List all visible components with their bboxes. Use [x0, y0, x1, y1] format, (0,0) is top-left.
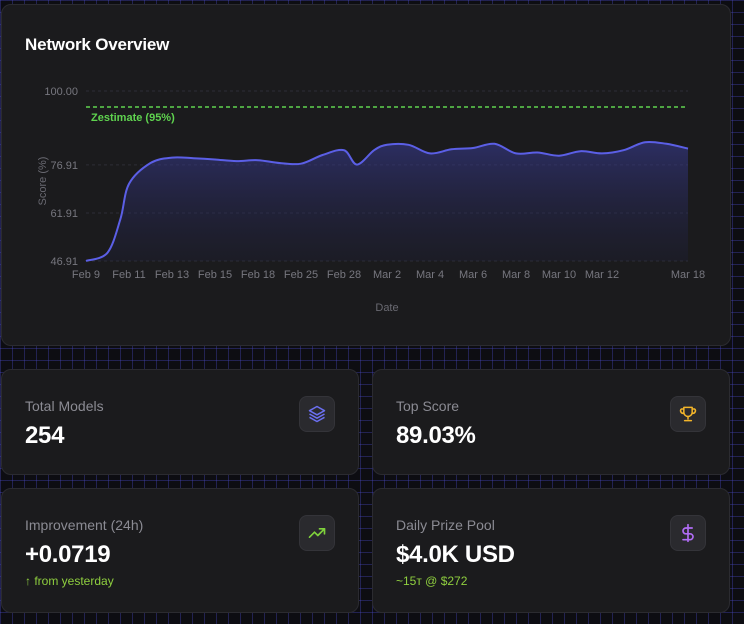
y-tick-label: 46.91: [50, 256, 78, 268]
x-tick-label: Mar 6: [459, 269, 487, 281]
x-tick-label: Feb 25: [284, 269, 318, 281]
stat-label: Top Score: [396, 398, 460, 414]
stat-value: 254: [25, 422, 65, 449]
x-tick-label: Mar 2: [373, 269, 401, 281]
stat-label: Improvement (24h): [25, 517, 144, 533]
network-overview-card: Network Overview 100.00 76.91 61.91 46.91 Sc…: [1, 4, 731, 346]
x-tick-label: Feb 13: [155, 269, 189, 281]
y-tick-label: 61.91: [50, 208, 78, 220]
trophy-icon: [670, 396, 706, 432]
stat-subtext: ↑ from yesterday: [25, 574, 114, 588]
stat-value: +0.0719: [25, 541, 111, 568]
top-score-card: Top Score 89.03%: [372, 369, 730, 475]
series-area: [86, 141, 688, 261]
stat-subtext: ~15т @ $272: [396, 574, 468, 588]
daily-prize-pool-card: Daily Prize Pool $4.0K USD ~15т @ $272: [372, 488, 730, 613]
x-tick-label: Mar 12: [585, 269, 619, 281]
x-tick-label: Feb 11: [112, 269, 145, 281]
dollar-icon: [670, 515, 706, 551]
stat-label: Daily Prize Pool: [396, 517, 495, 533]
x-tick-label: Mar 8: [502, 269, 530, 281]
y-tick-label: 100.00: [44, 86, 78, 98]
layers-icon: [299, 396, 335, 432]
x-axis-label: Date: [375, 302, 398, 314]
improvement-card: Improvement (24h) +0.0719 ↑ from yesterd…: [1, 488, 359, 613]
trending-up-icon: [299, 515, 335, 551]
x-tick-label: Feb 18: [241, 269, 275, 281]
stat-value: 89.03%: [396, 422, 476, 449]
x-tick-label: Mar 4: [416, 269, 444, 281]
y-axis-label: Score (%): [37, 157, 49, 206]
series-line: [85, 140, 689, 262]
total-models-card: Total Models 254: [1, 369, 359, 475]
stat-label: Total Models: [25, 398, 104, 414]
y-tick-label: 76.91: [50, 160, 78, 172]
x-tick-label: Feb 15: [198, 269, 232, 281]
x-tick-label: Mar 18: [671, 269, 705, 281]
x-tick-label: Feb 28: [327, 269, 361, 281]
x-tick-label: Mar 10: [542, 269, 576, 281]
reference-line-label: Zestimate (95%): [91, 112, 175, 124]
card-title: Network Overview: [25, 35, 170, 54]
stat-value: $4.0K USD: [396, 541, 515, 568]
x-tick-label: Feb 9: [72, 269, 100, 281]
score-chart: 100.00 76.91 61.91 46.91 Score (%) Zestimate …: [37, 86, 705, 314]
